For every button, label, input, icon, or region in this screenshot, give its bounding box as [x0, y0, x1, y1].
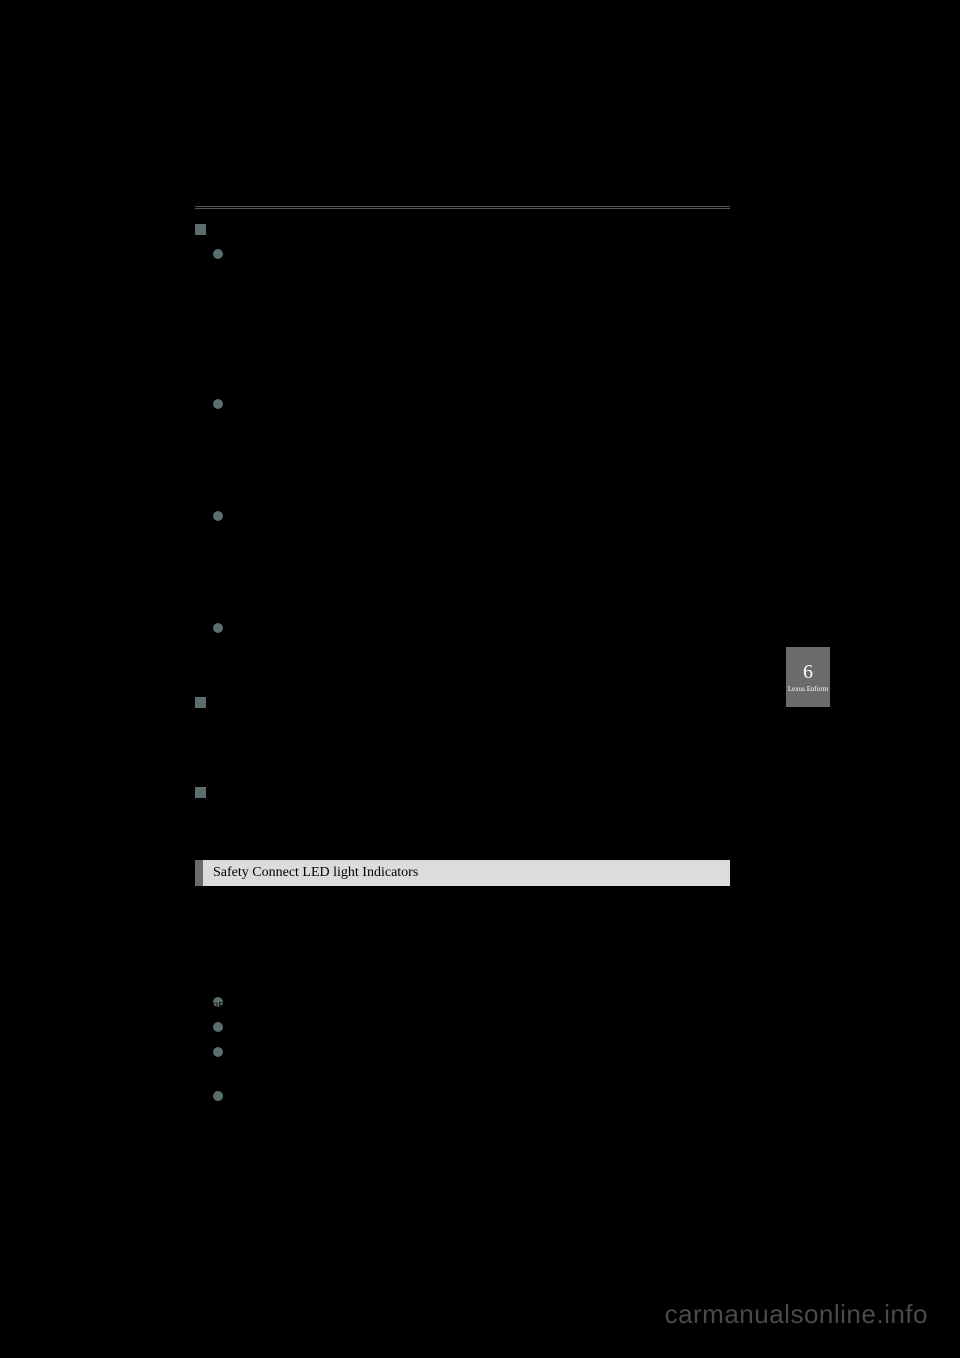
page-header: 467 6-3. Lexus Enform Safety Connect	[130, 175, 830, 203]
round-bullet-icon	[213, 1047, 223, 1057]
section-bar-accent	[195, 860, 203, 886]
tab-label: Lexus Enform	[788, 686, 828, 694]
led-behavior-intro: The following indicator light patterns i…	[195, 965, 730, 984]
led-intro: When the engine switch is turned to IGNI…	[195, 898, 730, 955]
help-para: Additional information can be found at L…	[213, 808, 730, 846]
side-tab: 6 Lexus Enform	[786, 647, 830, 707]
round-bullet-icon	[213, 249, 223, 259]
service-desc: If your vehicle is stolen, Safety Connec…	[229, 420, 730, 495]
section-bar: Safety Connect LED light Indicators	[195, 860, 730, 886]
service-item: Enhanced Roadside Assistance	[213, 619, 730, 638]
section-bar-title: Safety Connect LED light Indicators	[203, 860, 730, 886]
round-bullet-icon	[213, 1091, 223, 1101]
service-desc: In case of either airbag deployment or s…	[229, 270, 730, 383]
round-bullet-icon	[213, 623, 223, 633]
footer-model: GS350_OM_OM30F69U_(U)	[130, 1000, 264, 1012]
page-number: 467	[130, 175, 154, 193]
help-heading: For further details about the service, c…	[195, 784, 730, 800]
service-title: Enhanced Roadside Assistance	[229, 619, 390, 638]
help-heading-text: For further details about the service, c…	[212, 784, 566, 800]
service-item: Automatic Collision Notification	[213, 245, 730, 264]
led-pattern-item: No indicator light (off) = Safety Connec…	[213, 1087, 730, 1106]
round-bullet-icon	[213, 511, 223, 521]
square-bullet-icon	[195, 224, 206, 235]
square-bullet-icon	[195, 787, 206, 798]
service-desc: In the event of an emergency on the road…	[229, 532, 730, 607]
led-pattern-text: Green indicator light flashing = Safety …	[229, 1018, 554, 1037]
led-pattern-item: Red indicator light (except at vehicle s…	[213, 1043, 730, 1081]
tab-number: 6	[803, 661, 813, 684]
service-title: Automatic Collision Notification	[229, 245, 401, 264]
service-title: Stolen Vehicle Location	[229, 395, 354, 414]
chapter-title: 6-3. Lexus Enform Safety Connect	[648, 176, 830, 192]
subscribers-heading-text: Subscribers have the following Safety Co…	[212, 694, 582, 710]
service-desc: Enhanced Roadside Assistance adds GPS da…	[229, 644, 730, 682]
divider-line	[195, 206, 730, 209]
service-item: Emergency Assistance Button ("SOS")	[213, 507, 730, 526]
service-title: Emergency Assistance Button ("SOS")	[229, 507, 431, 526]
subscribers-heading: Subscribers have the following Safety Co…	[195, 694, 730, 710]
led-pattern-text: Red indicator light (except at vehicle s…	[229, 1043, 730, 1081]
round-bullet-icon	[213, 399, 223, 409]
led-pattern-text: No indicator light (off) = Safety Connec…	[229, 1087, 536, 1106]
services-heading: Safety Connect Services	[195, 221, 730, 237]
round-bullet-icon	[213, 1022, 223, 1032]
subscribers-para: Subscribers can press the "SOS" button t…	[213, 718, 730, 775]
service-item: Stolen Vehicle Location	[213, 395, 730, 414]
square-bullet-icon	[195, 697, 206, 708]
led-pattern-item: Green indicator light on = Active servic…	[213, 993, 730, 1012]
watermark: carmanualsonline.info	[665, 1299, 928, 1330]
led-pattern-item: Green indicator light flashing = Safety …	[213, 1018, 730, 1037]
services-heading-text: Safety Connect Services	[212, 221, 349, 237]
